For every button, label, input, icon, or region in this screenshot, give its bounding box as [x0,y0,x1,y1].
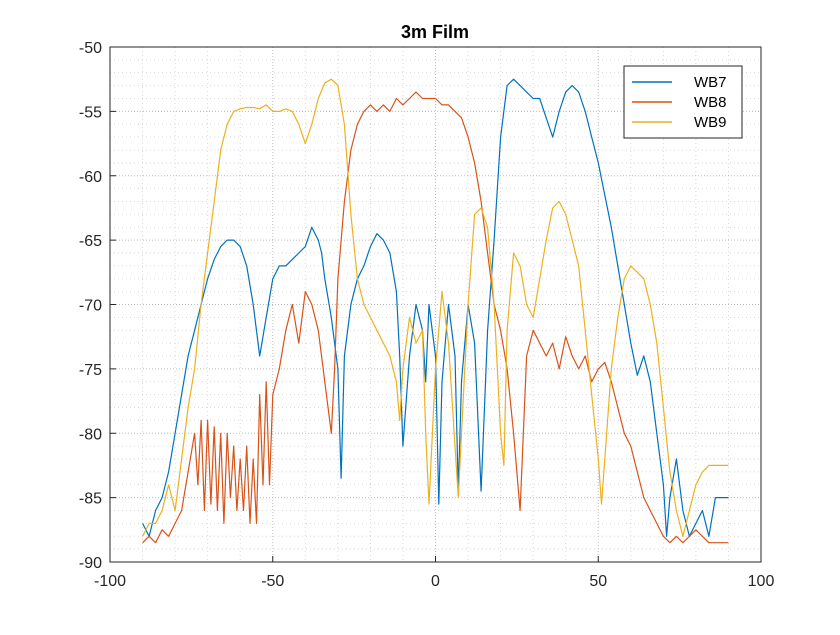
y-tick-label: -60 [79,169,102,186]
y-tick-label: -75 [79,362,102,379]
y-tick-label: -80 [79,426,102,443]
x-tick-label: -100 [94,573,126,590]
x-tick-label: 0 [431,573,440,590]
x-axis-tick-labels: -100 -50 0 50 100 [94,573,774,590]
x-tick-label: 100 [748,573,775,590]
legend-box [623,65,743,139]
series-line-wb8 [142,91,729,544]
y-tick-label: -70 [79,298,102,315]
series-line-wb9 [142,78,729,537]
legend: WB7 WB8 WB9 [623,65,743,139]
y-tick-label: -65 [79,233,102,250]
y-tick-label: -90 [79,555,102,572]
axis-ticks [109,46,762,563]
y-tick-label: -50 [79,40,102,57]
chart-title: 3m Film [401,22,469,42]
x-tick-label: -50 [261,573,284,590]
x-tick-label: 50 [589,573,607,590]
legend-label-wb7: WB7 [694,74,727,91]
legend-label-wb9: WB9 [694,114,727,131]
y-tick-label: -85 [79,491,102,508]
series-layer [142,78,729,544]
y-tick-label: -55 [79,104,102,121]
series-line-wb7 [142,78,729,537]
legend-label-wb8: WB8 [694,94,727,111]
y-axis-tick-labels: -90 -85 -80 -75 -70 -65 -60 -55 -50 [79,40,102,572]
